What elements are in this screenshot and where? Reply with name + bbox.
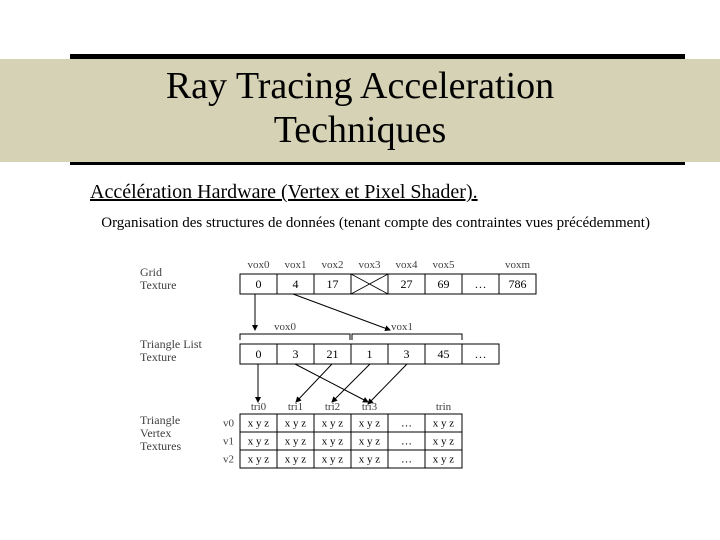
trilist-cell-value: 1 (367, 347, 373, 361)
grid-headers: vox0 vox1 vox2 vox3 vox4 vox5 voxm (248, 259, 531, 271)
vertex-cell-value: x y z (322, 453, 344, 465)
trilist-arrows (258, 364, 407, 404)
grid-header: vox2 (322, 259, 344, 271)
bracket-label-vox0: vox0 (274, 321, 297, 333)
trilist-cell-value: … (475, 347, 487, 361)
bracket-vox0 (240, 334, 350, 340)
trilist-cell-value: 3 (293, 347, 299, 361)
vertex-cell-value: x y z (433, 453, 455, 465)
vertex-header: tri3 (362, 401, 378, 413)
trilist-cell-value: 21 (327, 347, 339, 361)
vertex-cell-value: x y z (359, 453, 381, 465)
title-line-1: Ray Tracing Acceleration (166, 65, 554, 107)
trilist-cell-value: 0 (256, 347, 262, 361)
trilist-cells: 0 3 21 1 3 45 … (240, 344, 499, 364)
grid-header: vox5 (433, 259, 456, 271)
vertex-cell-value: … (401, 417, 412, 429)
vertex-cell-value: … (401, 453, 412, 465)
vertex-cell-value: x y z (322, 417, 344, 429)
grid-label: Grid Texture (140, 265, 176, 292)
data-structure-diagram: Grid Texture vox0vox1vox2vox3vox4vox5vox… (90, 252, 660, 482)
vertex-label: Triangle Vertex Textures (140, 413, 183, 453)
trilist-cell-value: 45 (438, 347, 450, 361)
vertex-cell-value: x y z (433, 417, 455, 429)
body-paragraph: Organisation des structures de données (… (90, 214, 660, 234)
vertex-grid: v0 x y z x y z x y z x y z … x y z v1 x y z x y z… (223, 414, 462, 468)
vertex-cell-value: x y z (248, 453, 270, 465)
title-band: Ray Tracing Acceleration Techniques (0, 59, 720, 162)
title-line-2: Techniques (274, 109, 447, 151)
vertex-header: trin (436, 401, 452, 413)
vertex-cell-value: x y z (248, 435, 270, 447)
vertex-cell-value: … (401, 435, 412, 447)
grid-cell-value: 17 (327, 277, 339, 291)
grid-cell-value: 4 (293, 277, 299, 291)
grid-cell-value: 0 (256, 277, 262, 291)
content-area: Accélération Hardware (Vertex et Pixel S… (0, 165, 720, 482)
bracket-vox1 (352, 334, 462, 340)
vertex-header: tri2 (325, 401, 340, 413)
vertex-cell-value: x y z (285, 417, 307, 429)
vertex-cell-value: x y z (322, 435, 344, 447)
vertex-cell-value: x y z (359, 417, 381, 429)
vertex-cell-value: x y z (433, 435, 455, 447)
bracket-label-vox1: vox1 (391, 321, 413, 333)
trilist-cell-value: 3 (404, 347, 410, 361)
top-spacer (0, 0, 720, 54)
vertex-cell-value: x y z (359, 435, 381, 447)
slide-title: Ray Tracing Acceleration Techniques (0, 65, 720, 152)
grid-header: vox0 (248, 259, 271, 271)
grid-header: voxm (505, 259, 531, 271)
grid-cell-value: … (475, 277, 487, 291)
vertex-row-label: v1 (223, 435, 234, 447)
vertex-cell-value: x y z (285, 453, 307, 465)
vertex-row-label: v0 (223, 417, 235, 429)
vertex-cell-value: x y z (248, 417, 270, 429)
trilist-label: Triangle List Texture (140, 337, 205, 364)
vertex-headers: tri0 tri1 tri2 tri3 trin (251, 401, 452, 413)
grid-cell-value: 69 (438, 277, 450, 291)
grid-header: vox3 (359, 259, 382, 271)
vertex-header: tri0 (251, 401, 267, 413)
grid-cell-value: 786 (509, 277, 527, 291)
vertex-cell-value: x y z (285, 435, 307, 447)
grid-header: vox1 (285, 259, 307, 271)
grid-cell-value: 27 (401, 277, 413, 291)
section-subtitle: Accélération Hardware (Vertex et Pixel S… (90, 181, 660, 204)
grid-cells: 0 4 17 27 69 … 786 (240, 274, 536, 294)
grid-header: vox4 (396, 259, 419, 271)
arrow-vox1 (293, 294, 390, 330)
vertex-row-label: v2 (223, 453, 234, 465)
vertex-header: tri1 (288, 401, 303, 413)
